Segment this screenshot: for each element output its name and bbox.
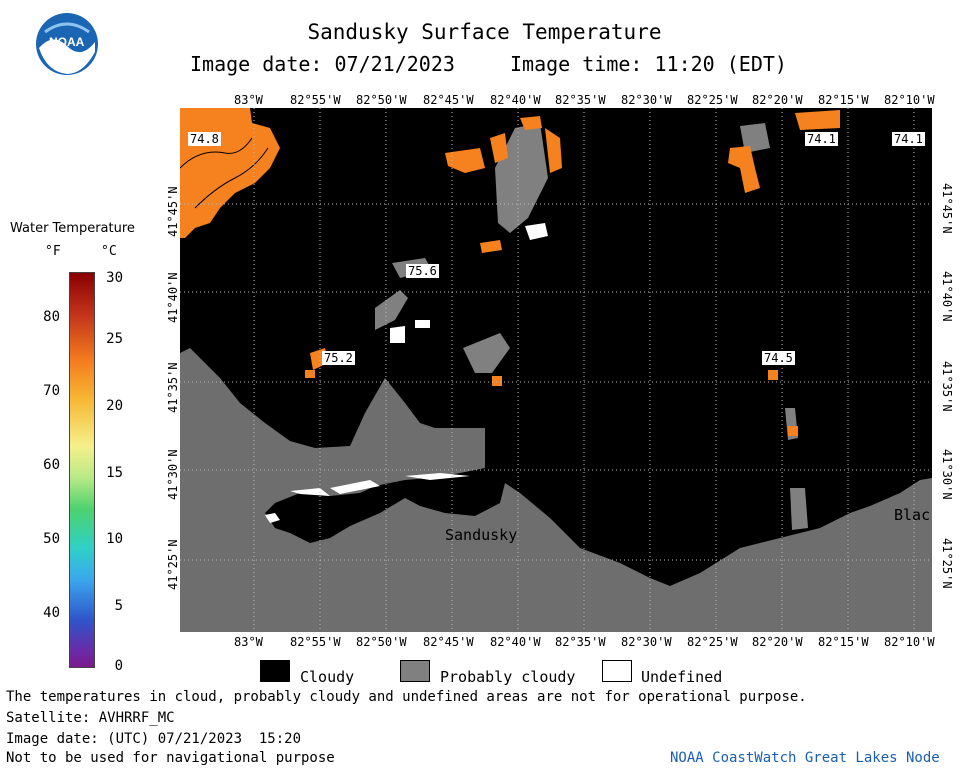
lon-label: 82°30'W: [621, 93, 672, 107]
lat-label: 41°35'N: [940, 361, 954, 412]
lon-label: 82°45'W: [423, 93, 474, 107]
land-area: [180, 348, 932, 632]
colorbar-c-tick: 20: [106, 398, 123, 414]
undefined-strip: [390, 223, 548, 343]
probably-cloudy-area: [375, 290, 408, 330]
colorbar-c-tick: 5: [114, 598, 123, 614]
lat-label: 41°45'N: [940, 183, 954, 234]
colorbar-f-tick: 50: [43, 531, 60, 547]
colorbar-c-tick: 10: [106, 531, 123, 547]
graticule: [180, 108, 932, 632]
noaa-logo-text: NOAA: [49, 35, 85, 49]
legend-probably-cloudy-label: Probably cloudy: [440, 668, 576, 686]
lon-label: 82°25'W: [687, 635, 738, 649]
colorbar-c-tick: 15: [106, 465, 123, 481]
water-temp-area: [795, 110, 840, 130]
footer-satellite: Satellite: AVHRRF_MC: [6, 710, 175, 726]
colorbar-f-tick: 80: [43, 309, 60, 325]
legend-cloudy-label: Cloudy: [300, 668, 355, 686]
lon-label: 82°40'W: [490, 635, 541, 649]
lon-label: 83°W: [234, 93, 263, 107]
contour-line: [180, 137, 253, 169]
page-title: Sandusky Surface Temperature: [307, 20, 662, 44]
lon-label: 82°50'W: [356, 635, 407, 649]
temp-label: 74.1: [805, 132, 838, 146]
footer-nav-warning: Not to be used for navigational purpose: [6, 750, 335, 766]
colorbar-c-tick: 25: [106, 331, 123, 347]
colorbar-title: Water Temperature: [10, 221, 135, 236]
lon-label: 82°15'W: [818, 635, 869, 649]
lat-label: 41°45'N: [166, 186, 180, 237]
lon-label: 82°40'W: [490, 93, 541, 107]
temp-label: 74.8: [188, 132, 221, 146]
image-time: Image time: 11:20 (EDT): [510, 52, 787, 76]
temp-label: 75.2: [322, 351, 355, 365]
legend-probably-cloudy-swatch: [400, 660, 430, 682]
footer-image-date-utc: Image date: (UTC) 07/21/2023 15:20: [6, 731, 302, 747]
contour-line: [194, 147, 269, 209]
water-temp-area: [445, 133, 508, 173]
map-panel: 74.8 74.1 74.1 75.6 75.2 74.5 Sandusky B…: [180, 108, 932, 632]
lon-label: 82°20'W: [752, 93, 803, 107]
colorbar-f-tick: 70: [43, 383, 60, 399]
temp-label: 74.5: [762, 351, 795, 365]
place-label-black: Blac: [894, 506, 931, 524]
lat-label: 41°30'N: [940, 449, 954, 500]
water-temp-area: [520, 116, 562, 173]
lat-label: 41°35'N: [166, 362, 180, 413]
colorbar-unit-c: °C: [101, 244, 117, 259]
water-temp-area: [728, 146, 760, 193]
lon-label: 82°30'W: [621, 635, 672, 649]
colorbar-c-tick: 0: [114, 658, 123, 674]
lat-label: 41°40'N: [940, 271, 954, 322]
lon-label: 82°50'W: [356, 93, 407, 107]
colorbar: [69, 272, 95, 668]
lon-label: 82°25'W: [687, 93, 738, 107]
lon-label: 82°15'W: [818, 93, 869, 107]
lat-label: 41°25'N: [940, 538, 954, 589]
lat-label: 41°25'N: [166, 539, 180, 590]
lon-label: 82°35'W: [555, 635, 606, 649]
lon-label: 82°45'W: [423, 635, 474, 649]
lon-label: 82°35'W: [555, 93, 606, 107]
undefined-strip: [265, 473, 470, 523]
colorbar-unit-f: °F: [45, 244, 61, 259]
colorbar-f-tick: 40: [43, 605, 60, 621]
temp-label: 75.6: [406, 264, 439, 278]
lon-label: 83°W: [234, 635, 263, 649]
colorbar-c-tick: 30: [106, 270, 123, 286]
noaa-logo: NOAA: [35, 12, 99, 76]
lon-label: 82°55'W: [290, 93, 341, 107]
probably-cloudy-area: [495, 123, 548, 233]
lon-label: 82°20'W: [752, 635, 803, 649]
temp-label: 74.1: [892, 132, 925, 146]
legend-undefined-swatch: [602, 660, 632, 682]
place-label-sandusky: Sandusky: [445, 526, 518, 544]
footer-disclaimer: The temperatures in cloud, probably clou…: [6, 689, 807, 705]
lon-label: 82°10'W: [884, 635, 935, 649]
footer-credit[interactable]: NOAA CoastWatch Great Lakes Node: [670, 750, 940, 766]
lon-label: 82°10'W: [884, 93, 935, 107]
legend-cloudy-swatch: [260, 660, 290, 682]
lat-label: 41°40'N: [166, 272, 180, 323]
legend-undefined-label: Undefined: [641, 668, 723, 686]
lat-label: 41°30'N: [166, 449, 180, 500]
lon-label: 82°55'W: [290, 635, 341, 649]
image-date: Image date: 07/21/2023: [190, 52, 455, 76]
probably-cloudy-area: [463, 333, 510, 373]
colorbar-f-tick: 60: [43, 457, 60, 473]
